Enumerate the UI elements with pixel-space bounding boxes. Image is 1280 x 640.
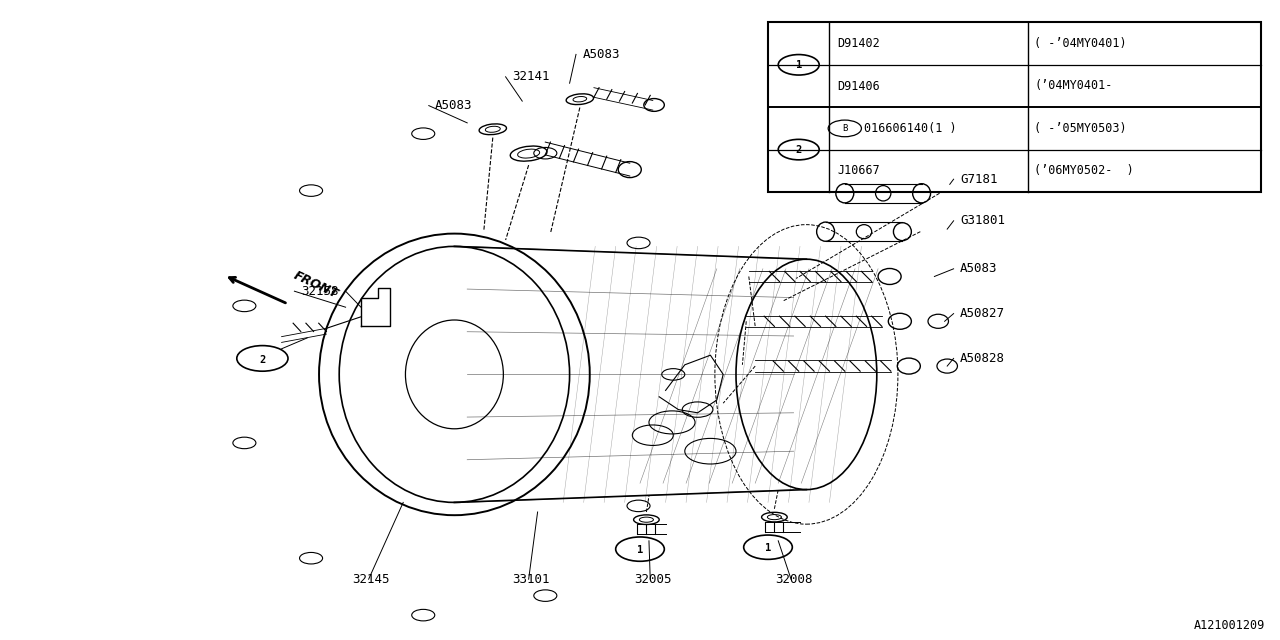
Text: J10667: J10667 xyxy=(837,164,879,177)
Text: FRONT: FRONT xyxy=(292,269,340,301)
Text: 2: 2 xyxy=(796,145,801,155)
Text: G7181: G7181 xyxy=(960,173,997,186)
Text: A50828: A50828 xyxy=(960,352,1005,365)
Text: A5083: A5083 xyxy=(435,99,472,112)
Text: (’04MY0401-: (’04MY0401- xyxy=(1034,79,1112,93)
Bar xyxy=(768,22,1261,192)
Text: D91402: D91402 xyxy=(837,37,879,50)
Text: 32141: 32141 xyxy=(512,70,549,83)
Text: ( -’04MY0401): ( -’04MY0401) xyxy=(1034,37,1126,50)
Text: A50827: A50827 xyxy=(960,307,1005,320)
Text: D91406: D91406 xyxy=(837,79,879,93)
Text: 32145: 32145 xyxy=(352,573,390,586)
Text: A5083: A5083 xyxy=(582,48,620,61)
Text: B: B xyxy=(842,124,847,133)
Text: 016606140(1 ): 016606140(1 ) xyxy=(864,122,956,135)
Text: 1: 1 xyxy=(637,545,643,556)
Text: 33101: 33101 xyxy=(512,573,550,586)
Text: G31801: G31801 xyxy=(960,214,1005,227)
Text: A5083: A5083 xyxy=(960,262,997,275)
Text: 32158: 32158 xyxy=(301,285,338,298)
Text: 1: 1 xyxy=(796,60,801,70)
Text: ( -’05MY0503): ( -’05MY0503) xyxy=(1034,122,1126,135)
Text: 2: 2 xyxy=(260,355,265,365)
Text: 32005: 32005 xyxy=(634,573,672,586)
Text: 1: 1 xyxy=(765,543,771,554)
Text: A121001209: A121001209 xyxy=(1193,620,1265,632)
Text: 32008: 32008 xyxy=(774,573,813,586)
Text: (’06MY0502-  ): (’06MY0502- ) xyxy=(1034,164,1134,177)
